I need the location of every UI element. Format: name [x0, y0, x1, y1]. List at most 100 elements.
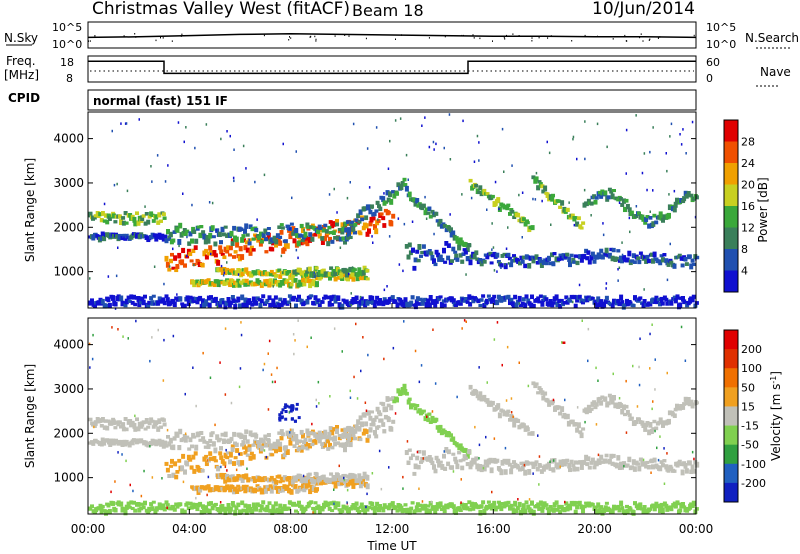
power-scatter — [383, 288, 386, 292]
power-echo — [99, 235, 104, 241]
power-echo — [169, 258, 173, 264]
velocity-echo — [467, 500, 472, 505]
velocity-echo — [171, 444, 176, 451]
power-echo — [568, 299, 573, 303]
velocity-echo — [219, 446, 223, 451]
velocity-echo — [217, 437, 222, 441]
nave-tick-top: 60 — [706, 56, 720, 69]
velocity-echo — [139, 506, 144, 511]
velocity-cbar-tick: 200 — [741, 343, 762, 356]
velocity-echo — [244, 473, 249, 479]
power-echo — [616, 249, 621, 253]
power-echo — [263, 228, 268, 234]
power-echo — [161, 297, 166, 302]
power-scatter — [433, 148, 435, 151]
power-cbar-tick: 4 — [741, 265, 748, 278]
power-scatter — [535, 171, 538, 175]
power-echo — [497, 297, 502, 302]
power-echo — [241, 234, 246, 238]
velocity-scatter — [263, 449, 266, 452]
power-echo — [592, 259, 597, 264]
power-echo — [368, 221, 373, 227]
power-echo — [497, 206, 502, 212]
power-echo — [442, 247, 446, 254]
power-echo — [264, 300, 269, 305]
power-echo — [198, 295, 203, 301]
velocity-echo — [516, 418, 521, 423]
nsearch-point — [639, 36, 641, 39]
power-echo — [235, 282, 240, 288]
velocity-echo — [617, 465, 622, 471]
power-echo — [330, 239, 335, 244]
velocity-echo — [274, 445, 279, 450]
velocity-echo — [136, 426, 141, 432]
velocity-scatter — [493, 338, 496, 341]
power-echo — [582, 253, 587, 260]
power-echo — [370, 295, 375, 301]
velocity-echo — [340, 509, 345, 513]
nsearch-point — [290, 37, 292, 39]
power-echo — [374, 228, 379, 235]
power-echo — [538, 294, 543, 298]
power-echo — [557, 199, 562, 203]
velocity-echo — [111, 419, 116, 426]
velocity-echo — [178, 428, 183, 435]
velocity-echo — [180, 465, 185, 472]
velocity-scatter — [195, 404, 197, 408]
velocity-echo — [368, 415, 373, 421]
velocity-echo — [128, 419, 133, 424]
velocity-echo — [471, 505, 476, 511]
power-echo — [631, 253, 636, 259]
power-scatter — [388, 235, 391, 238]
power-scatter — [397, 217, 400, 220]
power-echo — [535, 261, 540, 265]
velocity-echo — [465, 462, 470, 467]
power-echo — [642, 299, 647, 304]
power-echo — [313, 270, 318, 274]
power-echo — [161, 212, 166, 217]
power-echo — [651, 221, 656, 227]
velocity-echo — [430, 415, 435, 422]
power-scatter — [144, 205, 146, 208]
power-echo — [519, 304, 523, 308]
velocity-scatter — [367, 353, 369, 357]
power-echo — [647, 223, 652, 229]
velocity-echo — [174, 474, 179, 480]
power-echo — [441, 299, 446, 303]
power-scatter — [226, 130, 228, 133]
power-echo — [547, 255, 551, 261]
velocity-echo — [435, 425, 440, 430]
power-echo — [375, 200, 380, 205]
power-echo — [292, 295, 297, 300]
power-scatter — [665, 152, 667, 155]
velocity-echo — [631, 510, 636, 516]
velocity-echo — [611, 453, 616, 458]
power-scatter — [205, 123, 208, 126]
velocity-echo — [189, 505, 194, 510]
power-echo — [620, 300, 625, 307]
velocity-scatter — [270, 373, 273, 376]
power-scatter — [194, 146, 196, 150]
power-echo — [107, 215, 112, 221]
power-echo — [451, 246, 456, 252]
nsearch-point — [88, 40, 89, 42]
power-echo — [474, 250, 479, 256]
velocity-echo — [530, 431, 535, 436]
velocity-echo — [628, 507, 633, 511]
velocity-echo — [306, 484, 311, 488]
velocity-scatter — [152, 423, 155, 426]
power-echo — [140, 296, 145, 302]
velocity-scatter — [656, 446, 658, 450]
velocity-echo — [469, 460, 474, 467]
power-echo — [544, 297, 549, 302]
velocity-echo — [90, 504, 94, 509]
power-scatter — [478, 159, 480, 162]
power-echo — [548, 299, 553, 305]
velocity-echo — [353, 436, 357, 441]
power-echo — [171, 266, 176, 270]
power-echo — [351, 297, 356, 301]
velocity-scatter — [564, 398, 566, 402]
velocity-scatter — [584, 420, 586, 424]
velocity-echo — [495, 458, 500, 463]
velocity-echo — [211, 441, 216, 447]
